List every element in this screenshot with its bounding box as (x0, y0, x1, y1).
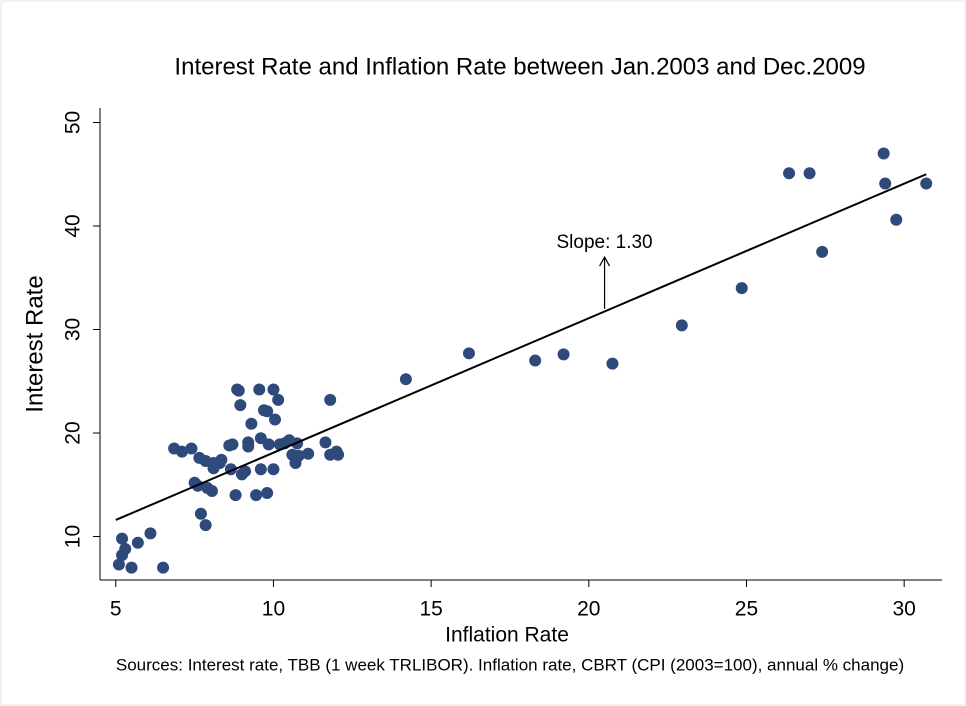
scatter-point (269, 413, 282, 426)
y-tick-label: 20 (62, 421, 85, 444)
x-tick-label: 25 (735, 598, 758, 621)
scatter-point (816, 245, 829, 258)
scatter-point (112, 558, 125, 571)
scatter-point (229, 489, 242, 502)
y-tick-label: 10 (62, 525, 85, 548)
scatter-point (157, 561, 170, 574)
scatter-point (292, 449, 305, 462)
scatter-point (226, 438, 239, 451)
y-tick-label: 50 (62, 111, 85, 134)
scatter-point (890, 213, 903, 226)
scatter-point (267, 383, 280, 396)
scatter-point (232, 384, 245, 397)
annotation-text: Slope: 1.30 (556, 232, 652, 253)
scatter-point (267, 463, 280, 476)
scatter-point (462, 347, 475, 360)
scatter-point (250, 489, 263, 502)
x-tick-label: 20 (577, 598, 600, 621)
scatter-point (879, 177, 892, 190)
scatter-point (119, 542, 132, 555)
scatter-point (194, 507, 207, 520)
scatter-point (253, 383, 266, 396)
scatter-point (920, 177, 933, 190)
scatter-point (254, 463, 267, 476)
scatter-point (215, 453, 228, 466)
x-tick-label: 5 (110, 598, 122, 621)
scatter-point (199, 519, 212, 532)
scatter-point (529, 354, 542, 367)
scatter-point (675, 319, 688, 332)
x-tick-label: 30 (892, 598, 915, 621)
scatter-point (783, 167, 796, 180)
scatter-point (272, 393, 285, 406)
scatter-point (399, 373, 412, 386)
scatter-point (125, 561, 138, 574)
scatter-point (606, 357, 619, 370)
x-tick-label: 15 (419, 598, 442, 621)
fit-line (115, 173, 927, 521)
scatter-point (175, 445, 188, 458)
scatter-point (324, 393, 337, 406)
arrow-head (599, 255, 611, 267)
scatter-point (239, 465, 252, 478)
scatter-point (877, 147, 890, 160)
scatter-point (185, 442, 198, 455)
scatter-point (144, 527, 157, 540)
scatter-point (262, 438, 275, 451)
chart-title: Interest Rate and Inflation Rate between… (174, 53, 865, 80)
scatter-point (131, 536, 144, 549)
y-axis-label: Interest Rate (21, 275, 48, 412)
scatter-point (332, 448, 345, 461)
y-tick-label: 40 (62, 214, 85, 237)
scatter-point (234, 399, 247, 412)
scatter-point (242, 440, 255, 453)
x-axis-label: Inflation Rate (445, 624, 569, 647)
scatter-point (116, 532, 129, 545)
scatter-point (557, 348, 570, 361)
x-tick-label: 10 (262, 598, 285, 621)
scatter-point (245, 417, 258, 430)
scatter-point (735, 282, 748, 295)
scatter-point (302, 447, 315, 460)
y-tick-label: 30 (62, 318, 85, 341)
scatter-point (205, 484, 218, 497)
scatter-point (261, 405, 274, 418)
scatter-point (319, 436, 332, 449)
source-note: Sources: Interest rate, TBB (1 week TRLI… (116, 655, 904, 674)
scatter-point (261, 487, 274, 500)
scatter-point (803, 167, 816, 180)
